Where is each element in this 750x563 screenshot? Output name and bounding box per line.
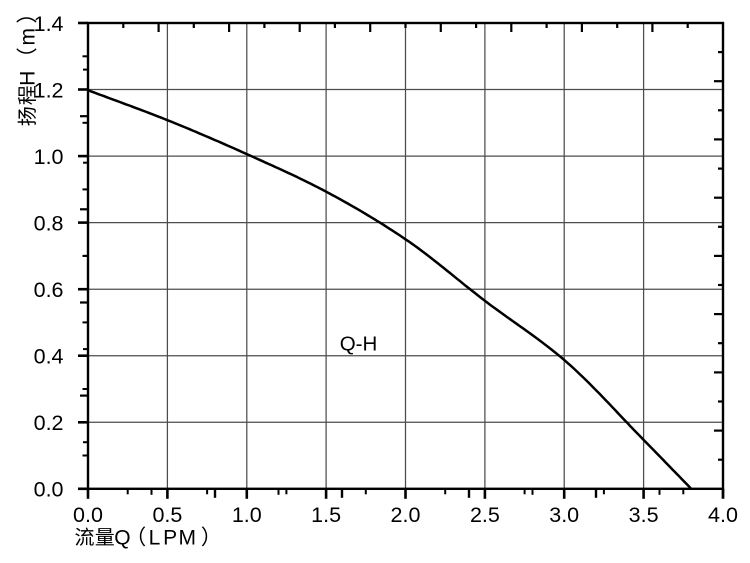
svg-text:Q: Q: [114, 526, 130, 549]
svg-text:0.6: 0.6: [34, 278, 64, 302]
svg-text:0.5: 0.5: [152, 503, 182, 527]
svg-text:H: H: [16, 71, 39, 86]
svg-text:0.8: 0.8: [34, 211, 64, 235]
svg-text:0.0: 0.0: [34, 478, 64, 502]
svg-text:2.0: 2.0: [391, 503, 421, 527]
svg-text:m: m: [16, 28, 39, 46]
svg-text:1.2: 1.2: [34, 78, 64, 102]
svg-text:0.2: 0.2: [34, 411, 64, 435]
svg-text:Q-H: Q-H: [340, 332, 378, 355]
svg-text:1.0: 1.0: [34, 145, 64, 169]
svg-text:1.4: 1.4: [34, 12, 64, 36]
svg-text:4.0: 4.0: [708, 503, 738, 527]
svg-text:0.0: 0.0: [73, 503, 103, 527]
svg-text:1.0: 1.0: [232, 503, 262, 527]
svg-text:2.5: 2.5: [470, 503, 500, 527]
svg-text:P: P: [163, 526, 177, 549]
svg-text:3.0: 3.0: [549, 503, 579, 527]
svg-text:0.4: 0.4: [34, 345, 64, 369]
svg-text:L: L: [149, 526, 161, 549]
svg-text:1.5: 1.5: [311, 503, 341, 527]
svg-text:3.5: 3.5: [629, 503, 659, 527]
svg-text:M: M: [179, 526, 197, 549]
